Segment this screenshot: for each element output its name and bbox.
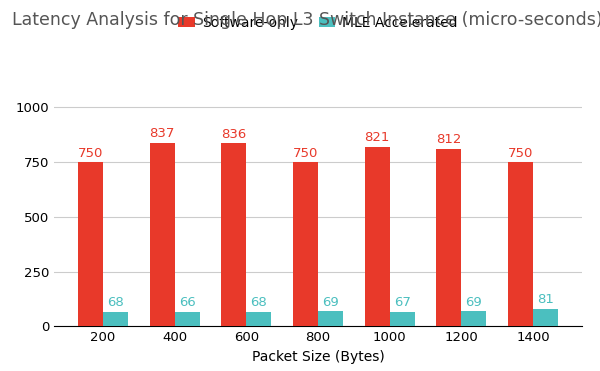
Bar: [365, 147, 389, 326]
Bar: [175, 312, 200, 326]
Text: Latency Analysis for Single Hop L3 Switch Instance (micro-seconds): Latency Analysis for Single Hop L3 Switc…: [12, 11, 600, 29]
Bar: [293, 162, 318, 326]
Text: 821: 821: [364, 131, 390, 144]
Text: 66: 66: [179, 296, 196, 309]
Text: 68: 68: [107, 296, 124, 309]
Bar: [318, 311, 343, 326]
Bar: [247, 312, 271, 326]
X-axis label: Packet Size (Bytes): Packet Size (Bytes): [251, 350, 385, 364]
Bar: [103, 312, 128, 326]
Text: 67: 67: [394, 296, 410, 309]
Bar: [149, 143, 175, 326]
Text: 836: 836: [221, 128, 247, 141]
Legend: Software-only, MLE Accelerated: Software-only, MLE Accelerated: [178, 16, 458, 30]
Text: 812: 812: [436, 133, 461, 146]
Bar: [221, 143, 247, 326]
Text: 69: 69: [466, 296, 482, 309]
Bar: [78, 162, 103, 326]
Text: 837: 837: [149, 128, 175, 141]
Text: 750: 750: [78, 147, 103, 160]
Text: 68: 68: [251, 296, 267, 309]
Bar: [461, 311, 487, 326]
Text: 81: 81: [537, 293, 554, 306]
Bar: [436, 149, 461, 326]
Text: 69: 69: [322, 296, 339, 309]
Bar: [508, 162, 533, 326]
Text: 750: 750: [293, 147, 318, 160]
Bar: [533, 309, 558, 326]
Bar: [389, 312, 415, 326]
Text: 750: 750: [508, 147, 533, 160]
